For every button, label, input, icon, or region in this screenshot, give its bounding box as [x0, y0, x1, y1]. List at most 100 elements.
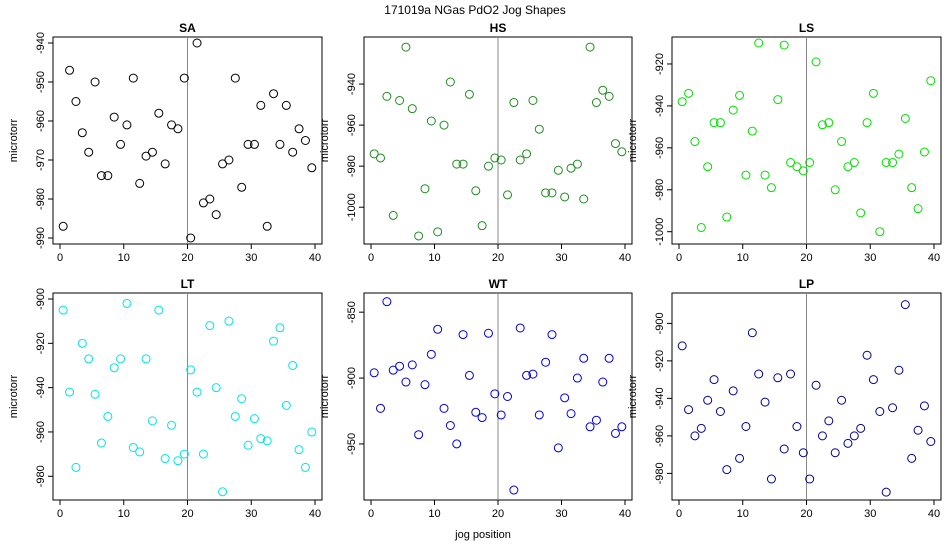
data-point — [186, 365, 196, 375]
x-tick-label: 40 — [928, 508, 940, 520]
data-point — [141, 354, 151, 364]
x-tick-label: 20 — [492, 252, 504, 264]
data-point — [703, 395, 713, 405]
data-point — [307, 427, 317, 437]
data-point — [103, 171, 113, 181]
data-point — [395, 361, 405, 371]
data-point — [58, 221, 68, 231]
data-point — [198, 198, 208, 208]
data-point — [281, 400, 291, 410]
data-point — [58, 305, 68, 315]
data-point — [122, 120, 132, 130]
y-tick-label: -970 — [35, 149, 47, 171]
data-point — [382, 91, 392, 101]
data-point — [617, 422, 627, 432]
data-point — [96, 171, 106, 181]
data-point — [135, 447, 145, 457]
data-point — [811, 380, 821, 390]
data-point — [684, 405, 694, 415]
x-tick-label: 40 — [928, 252, 940, 264]
data-point — [388, 365, 398, 375]
data-point — [147, 416, 157, 426]
data-point — [566, 163, 576, 173]
data-point — [122, 298, 132, 308]
data-point — [849, 158, 859, 168]
data-point — [426, 116, 436, 126]
data-point — [907, 183, 917, 193]
data-point — [458, 330, 468, 340]
data-point — [837, 395, 847, 405]
data-point — [817, 120, 827, 130]
data-point — [560, 393, 570, 403]
y-axis-label: microtorr — [627, 374, 639, 418]
x-tick-label: 10 — [737, 252, 749, 264]
data-point — [709, 375, 719, 385]
data-point — [249, 414, 259, 424]
data-point — [572, 373, 582, 383]
x-tick-label: 40 — [309, 252, 321, 264]
data-point — [894, 365, 904, 375]
data-point — [741, 170, 751, 180]
data-point — [792, 422, 802, 431]
data-point — [269, 89, 279, 99]
x-tick-label: 20 — [181, 252, 193, 264]
y-tick-label: -920 — [654, 53, 666, 75]
data-point — [856, 423, 866, 433]
data-point — [528, 369, 538, 379]
data-point — [173, 456, 183, 466]
data-point — [496, 155, 506, 165]
x-axis-label: jog position — [454, 529, 511, 541]
data-point — [490, 153, 500, 163]
x-tick-label: 20 — [800, 252, 812, 264]
data-point — [128, 442, 138, 452]
data-point — [572, 159, 582, 169]
data-point — [369, 149, 379, 159]
x-tick-label: 10 — [428, 508, 440, 520]
data-point — [426, 349, 436, 359]
data-point — [198, 449, 208, 459]
data-point — [610, 428, 620, 438]
data-point — [754, 38, 764, 48]
x-tick-label: 20 — [492, 508, 504, 520]
data-point — [477, 221, 487, 231]
data-point — [722, 465, 732, 475]
data-point — [830, 448, 840, 458]
data-point — [579, 353, 589, 363]
data-point — [154, 305, 164, 315]
data-point — [401, 42, 411, 52]
x-tick-label: 30 — [864, 252, 876, 264]
data-point — [553, 443, 563, 453]
panel-title: LP — [799, 277, 814, 291]
x-tick-label: 0 — [57, 508, 63, 520]
data-point — [830, 185, 840, 195]
data-point — [862, 350, 872, 360]
data-point — [779, 444, 789, 454]
data-point — [173, 124, 183, 134]
data-point — [439, 403, 449, 413]
data-point — [888, 403, 898, 413]
data-point — [186, 233, 196, 243]
data-point — [109, 112, 119, 122]
data-point — [585, 422, 595, 432]
data-point — [471, 407, 481, 417]
panel-grid: SA microtorr 0 10 20 30 40 -940 -950 -960 -970 -980… — [8, 21, 942, 520]
data-point — [547, 188, 557, 198]
data-point — [445, 420, 455, 430]
data-point — [735, 453, 745, 463]
data-point — [856, 208, 866, 218]
data-point — [179, 73, 189, 83]
data-point — [439, 120, 449, 130]
data-point — [617, 147, 627, 157]
data-point — [237, 182, 247, 192]
data-point — [747, 328, 757, 338]
data-point — [90, 77, 100, 87]
data-point — [919, 401, 929, 411]
data-point — [256, 100, 266, 110]
data-point — [243, 440, 253, 450]
data-point — [598, 377, 608, 387]
data-point — [747, 126, 757, 136]
data-point — [741, 422, 751, 431]
figure-title: 171019a NGas PdO2 Jog Shapes — [384, 3, 565, 17]
data-point — [888, 158, 898, 168]
data-point — [167, 420, 177, 430]
